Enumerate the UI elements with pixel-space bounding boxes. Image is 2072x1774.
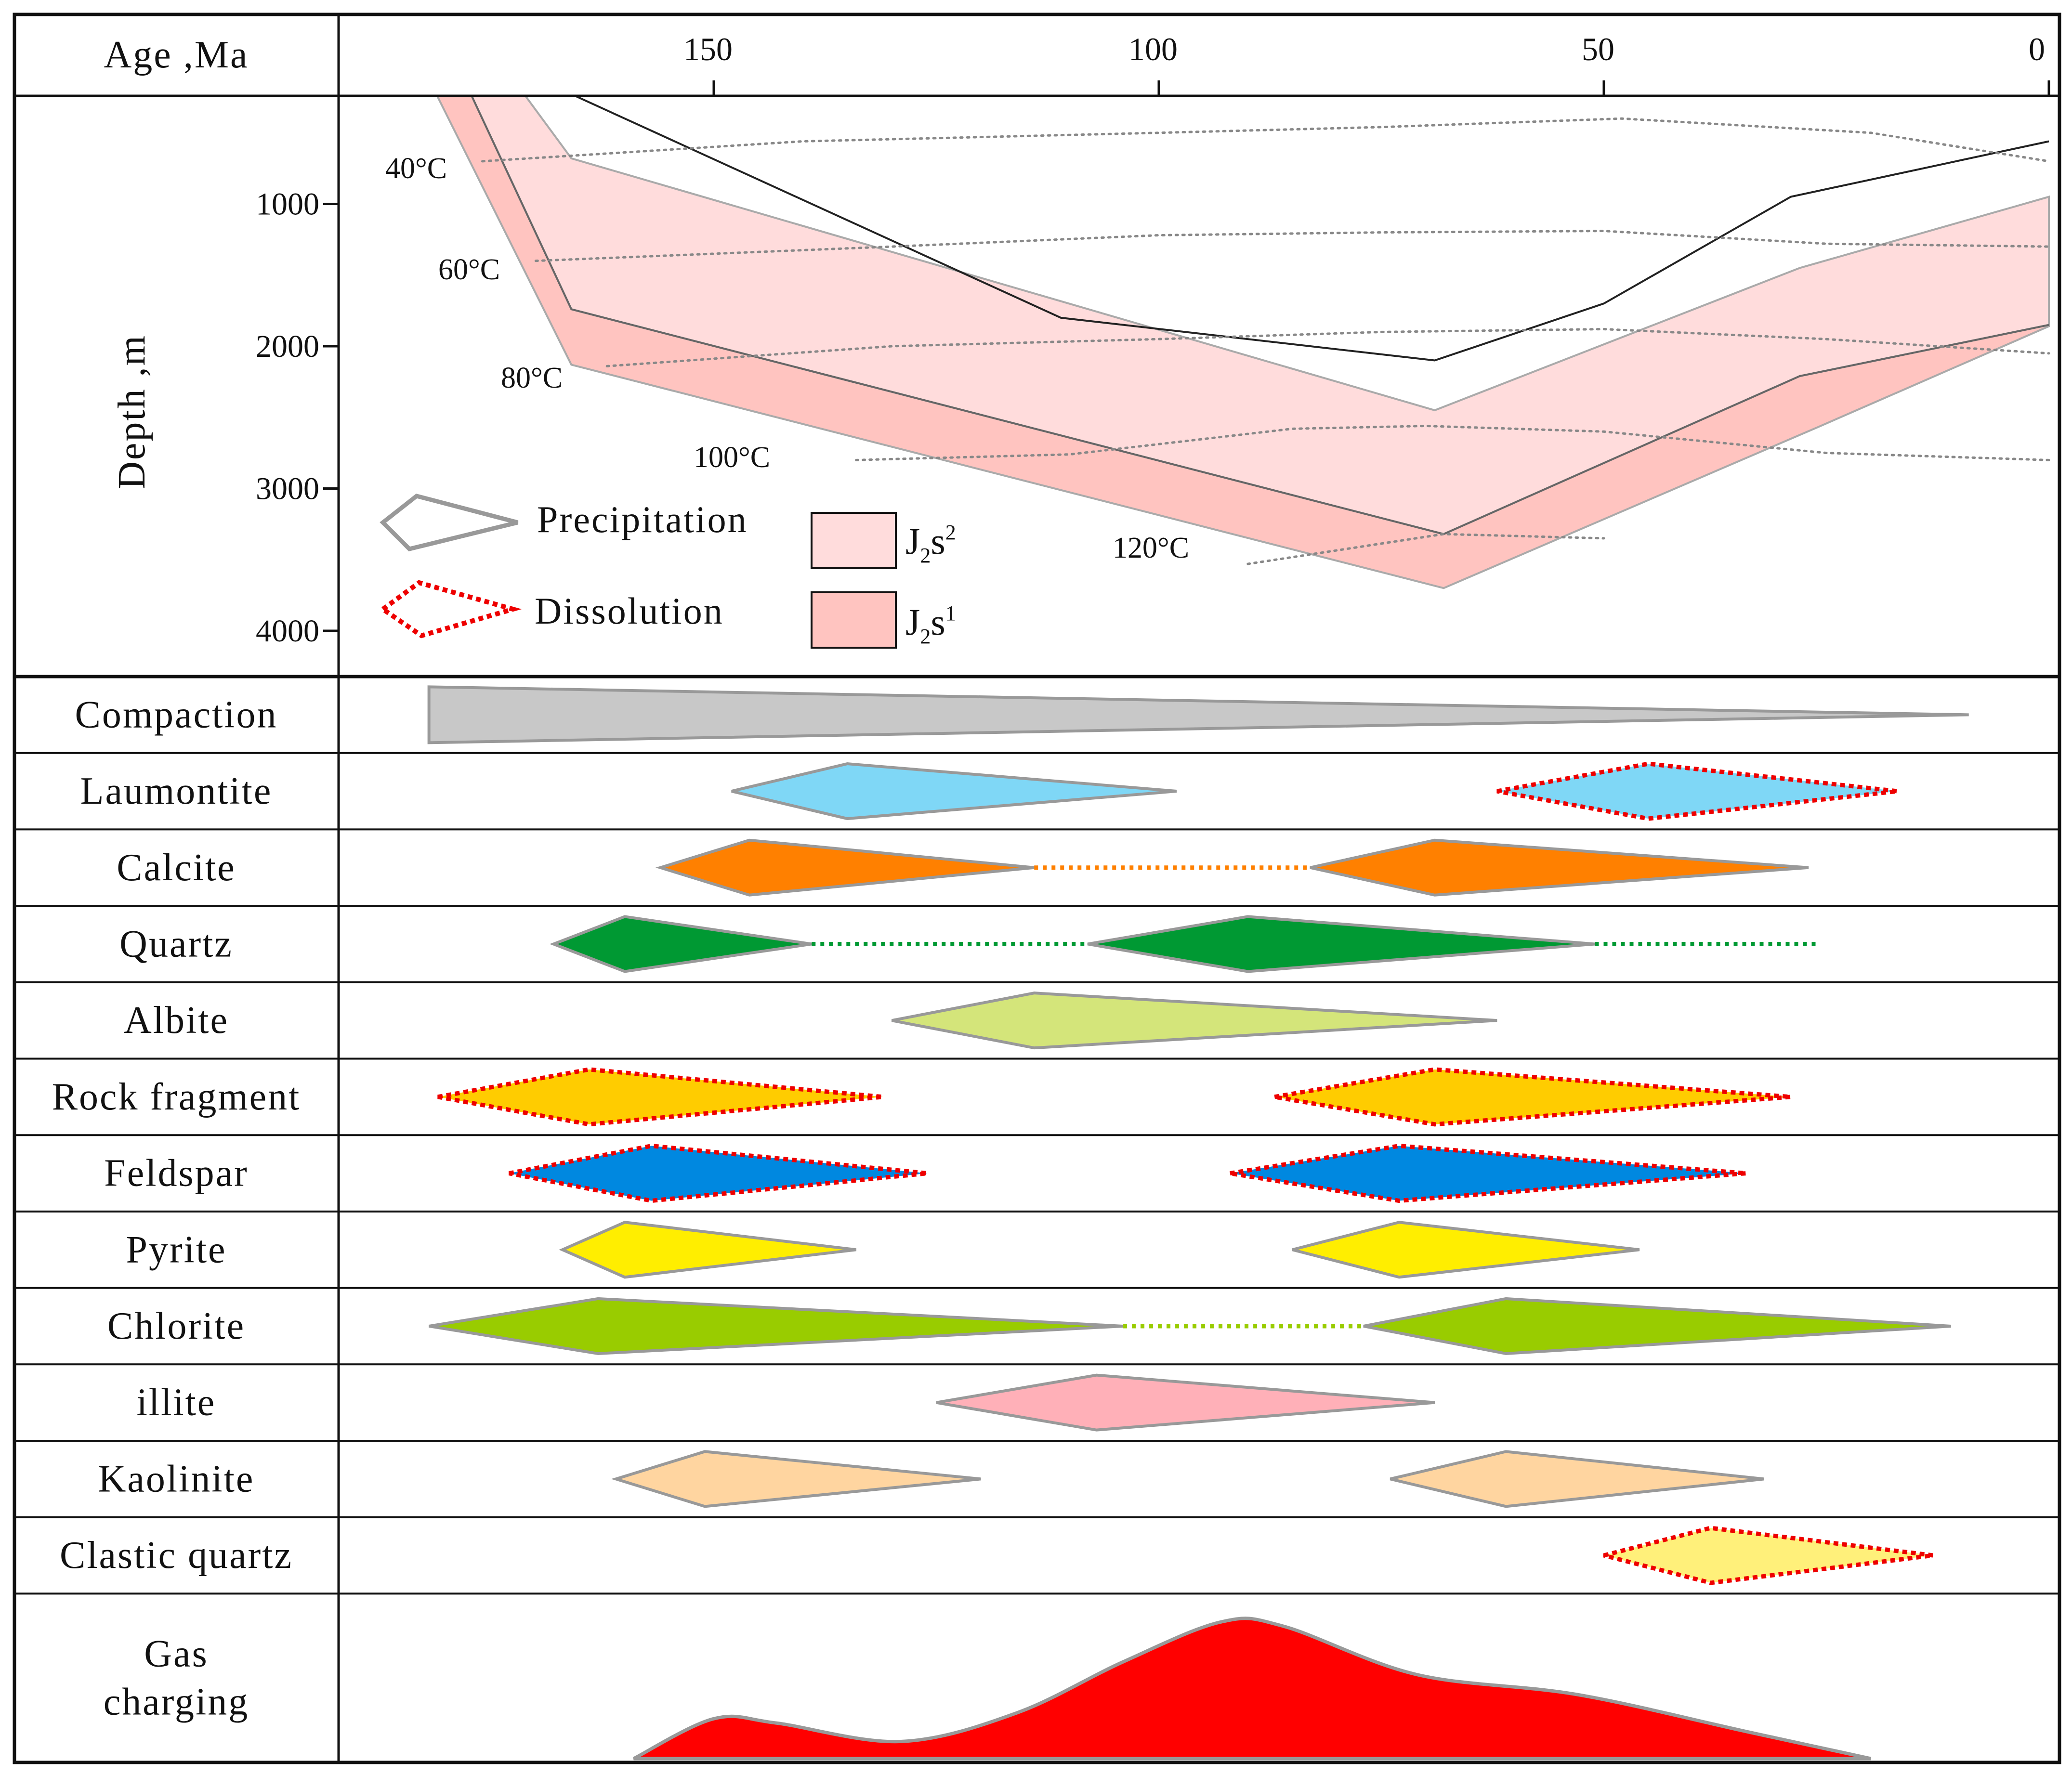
- isotherm-line-3: [855, 424, 2050, 461]
- event-label: Compaction: [75, 693, 277, 736]
- gas-charging-area: [633, 1617, 1872, 1761]
- event-label: charging: [104, 1681, 249, 1723]
- legend: 40°C 60°C 80°C 100°C 120°C Precipitation Disso…: [379, 152, 1189, 649]
- event-label: Calcite: [117, 847, 236, 889]
- precipitation-diamond: [892, 991, 1497, 1050]
- j2s2-swatch: [811, 512, 897, 569]
- event-label: Rock fragment: [52, 1076, 301, 1118]
- event-label: Feldspar: [104, 1152, 249, 1195]
- dissolution-label: Dissolution: [535, 590, 724, 632]
- event-label: Albite: [124, 999, 229, 1042]
- event-label: Clastic quartz: [60, 1534, 293, 1577]
- dissolution-diamond: [1274, 1067, 1791, 1127]
- event-label: Kaolinite: [98, 1458, 255, 1500]
- j2s1-label: J2s1: [905, 601, 956, 648]
- precipitation-diamond: [1310, 838, 1809, 897]
- age-tick-label: 150: [683, 31, 733, 67]
- age-tick-label: 50: [1582, 31, 1614, 67]
- table-grid: [13, 13, 2061, 1764]
- isotherm-line-1: [534, 230, 2050, 262]
- precipitation-diamond: [1363, 1297, 1951, 1355]
- outer-frame: [13, 13, 2061, 1764]
- dissolution-diamond: [509, 1144, 928, 1203]
- precipitation-diamond: [1292, 1221, 1640, 1279]
- age-axis-title: Age ,Ma: [104, 34, 249, 76]
- dissolution-diamond: [1496, 761, 1898, 821]
- burial-top-line: [573, 96, 2049, 362]
- precipitation-symbol: [380, 494, 519, 551]
- isotherm-label: 40°C: [385, 152, 447, 185]
- dissolution-diamond: [1603, 1526, 1934, 1585]
- age-tick-label: 0: [2029, 31, 2045, 67]
- depth-tick-label: 1000: [256, 187, 319, 222]
- isotherm-line-0: [481, 117, 2050, 163]
- age-tick-label: 100: [1128, 31, 1178, 67]
- event-label: Gas: [144, 1633, 208, 1675]
- dissolution-diamond: [1230, 1144, 1747, 1203]
- isotherm-label: 100°C: [694, 441, 770, 474]
- event-rows: Compaction Laumontite Calcite Quartz Albite R…: [52, 685, 1969, 1761]
- isotherm-line-4: [1246, 533, 1605, 565]
- event-label: Chlorite: [107, 1305, 245, 1347]
- isotherm-label: 60°C: [438, 253, 500, 286]
- precipitation-diamond: [611, 1450, 981, 1508]
- depth-tick-label: 3000: [256, 471, 319, 507]
- j2s1-swatch: [811, 591, 897, 649]
- precipitation-diamond: [731, 762, 1177, 821]
- precipitation-diamond: [559, 1221, 857, 1279]
- isotherm-label: 120°C: [1113, 532, 1189, 564]
- precipitation-diamond: [936, 1373, 1435, 1432]
- event-label: Quartz: [119, 923, 233, 965]
- j2s2-label: J2s2: [905, 520, 956, 567]
- isotherm-label: 80°C: [501, 362, 563, 394]
- precipitation-diamond: [1390, 1450, 1764, 1508]
- depth-axis-title: Depth ,m: [111, 334, 153, 489]
- depth-tick-label: 2000: [256, 329, 319, 364]
- precipitation-label: Precipitation: [537, 498, 748, 540]
- isotherm-line-2: [605, 327, 2050, 367]
- event-label: Laumontite: [80, 770, 273, 812]
- axes: Age ,Ma Depth ,m 150 100 50 0 1000 2000 3000 4000: [104, 31, 2050, 649]
- event-label: Pyrite: [126, 1228, 226, 1271]
- dissolution-symbol: [379, 580, 522, 639]
- burial-history-plot: [436, 96, 2050, 589]
- depth-tick-label: 4000: [256, 613, 319, 649]
- compaction-wedge: [427, 685, 1969, 744]
- event-label: illite: [137, 1382, 216, 1424]
- dissolution-diamond: [437, 1067, 883, 1127]
